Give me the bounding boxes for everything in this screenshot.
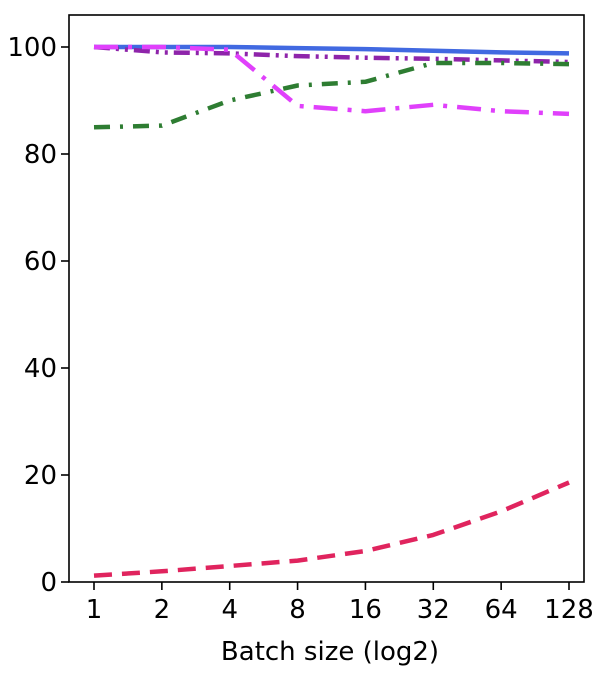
- series-line-1: [94, 44, 570, 56]
- plot-series: [93, 44, 570, 578]
- x-tick-label: 16: [349, 595, 382, 625]
- series-line-5: [93, 480, 570, 578]
- y-tick-label: 40: [24, 354, 57, 384]
- series-line-3: [93, 60, 570, 130]
- x-tick-label: 128: [544, 595, 594, 625]
- x-axis: 1 2 4 8 16 32 64 128: [86, 582, 594, 625]
- x-tick-label: 1: [86, 595, 103, 625]
- x-tick-label: 8: [289, 595, 306, 625]
- x-tick-label: 2: [154, 595, 171, 625]
- series-line-4: [94, 44, 570, 117]
- plot-frame: [68, 14, 585, 583]
- x-axis-label: Batch size (log2): [221, 637, 439, 667]
- y-tick-label: 100: [7, 33, 57, 63]
- y-tick-label: 0: [40, 568, 57, 598]
- y-tick-label: 80: [24, 140, 57, 170]
- x-tick-label: 32: [417, 595, 450, 625]
- y-tick-label: 20: [24, 461, 57, 491]
- x-tick-label: 64: [485, 595, 518, 625]
- y-tick-label: 60: [24, 247, 57, 277]
- x-tick-label: 4: [221, 595, 238, 625]
- y-axis: 0 20 40 60 80 100: [7, 33, 69, 598]
